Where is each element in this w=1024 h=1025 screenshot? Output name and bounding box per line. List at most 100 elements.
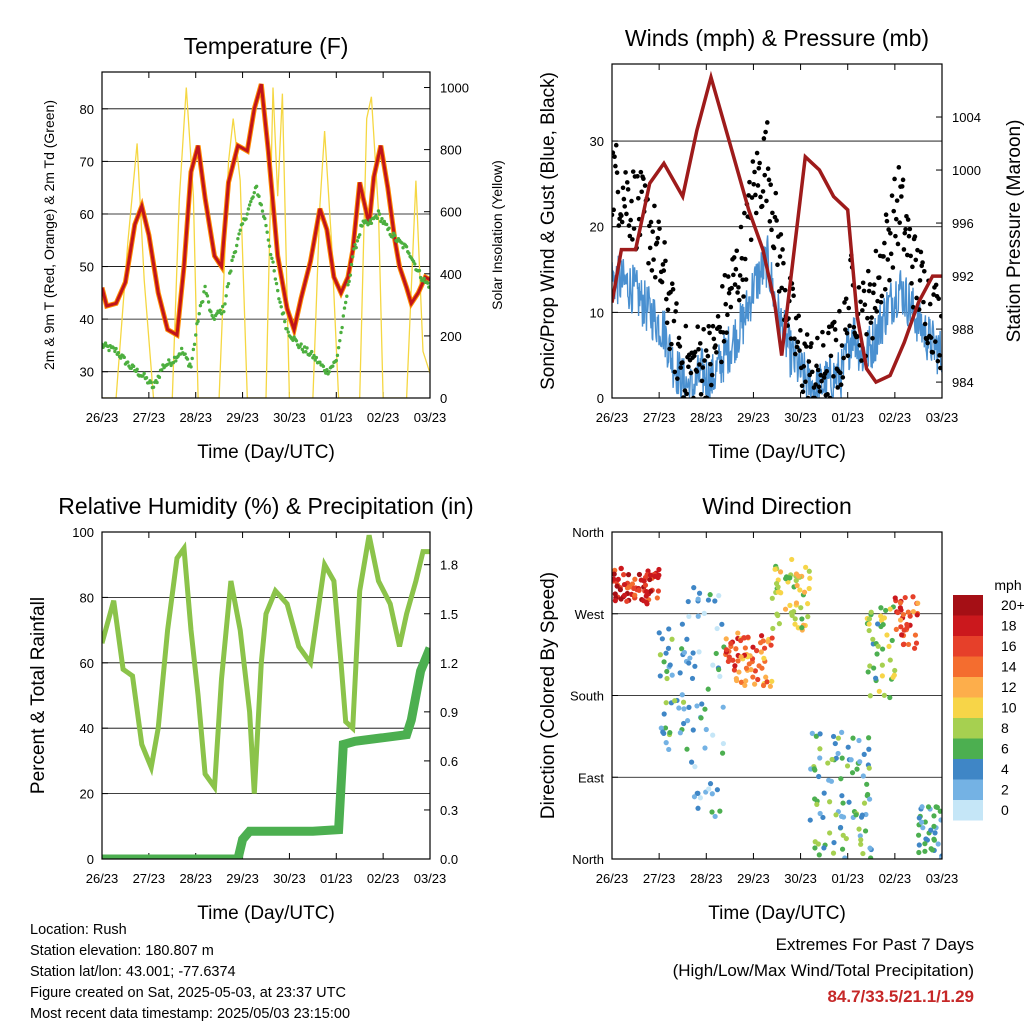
- gust-point: [874, 309, 880, 314]
- gust-point: [624, 211, 629, 217]
- dewpoint-point: [355, 239, 360, 243]
- gust-point: [697, 341, 703, 346]
- x-tick-label: 26/23: [86, 410, 119, 425]
- dewpoint-point: [353, 242, 357, 247]
- gust-point: [843, 327, 848, 332]
- direction-point: [789, 556, 795, 563]
- y-tick-label: East: [578, 770, 604, 785]
- gust-point: [835, 385, 841, 390]
- series-rain: [102, 646, 430, 859]
- gust-point: [675, 376, 680, 381]
- direction-point: [788, 610, 794, 616]
- direction-point: [761, 655, 767, 661]
- x-tick-label: 26/23: [596, 871, 629, 886]
- direction-point: [758, 633, 765, 639]
- direction-point: [805, 614, 811, 620]
- gust-point: [869, 315, 874, 320]
- direction-point: [866, 616, 873, 622]
- direction-point: [720, 704, 726, 710]
- gust-point: [813, 382, 818, 387]
- direction-point: [612, 598, 618, 604]
- dewpoint-point: [299, 342, 303, 346]
- gust-point: [623, 170, 628, 175]
- extremes-box: Extremes For Past 7 Days (High/Low/Max W…: [673, 932, 974, 1010]
- direction-point: [769, 635, 775, 641]
- x-tick-label: 27/23: [643, 410, 676, 425]
- direction-point: [777, 569, 784, 575]
- dewpoint-point: [151, 385, 156, 389]
- direction-point: [933, 804, 939, 810]
- gust-point: [692, 349, 698, 355]
- dewpoint-point: [240, 222, 245, 226]
- direction-point: [799, 616, 805, 622]
- direction-point: [732, 663, 738, 669]
- x-tick-label: 27/23: [133, 410, 166, 425]
- gust-point: [753, 210, 759, 216]
- direction-point: [866, 735, 872, 741]
- gust-point: [845, 353, 851, 359]
- legend-label: 14: [1001, 659, 1017, 675]
- gust-point: [684, 391, 689, 397]
- direction-point: [876, 688, 882, 694]
- station-elevation: Station elevation: 180.807 m: [30, 943, 214, 959]
- dewpoint-point: [266, 238, 271, 242]
- direction-point: [827, 830, 833, 836]
- y-right-tick-label: 1.5: [440, 607, 458, 622]
- direction-point: [720, 740, 726, 747]
- gust-point: [928, 335, 934, 340]
- dewpoint-point: [347, 279, 351, 284]
- gust-point: [667, 346, 673, 352]
- gust-point: [664, 296, 669, 302]
- direction-point: [795, 573, 802, 579]
- dewpoint-point: [259, 203, 264, 207]
- direction-point: [821, 845, 827, 851]
- gust-point: [828, 353, 834, 359]
- direction-point: [656, 566, 662, 573]
- gust-point: [877, 275, 882, 280]
- direction-point: [717, 673, 723, 679]
- direction-point: [686, 660, 692, 666]
- gust-point: [800, 389, 806, 395]
- direction-point: [816, 773, 822, 780]
- direction-point: [902, 594, 908, 601]
- gust-point: [890, 265, 896, 270]
- dewpoint-point: [375, 216, 379, 221]
- direction-point: [679, 692, 685, 698]
- direction-point: [726, 654, 732, 660]
- y-tick-label: 20: [590, 220, 604, 235]
- gust-point: [900, 177, 906, 183]
- gust-point: [631, 226, 637, 231]
- direction-point: [738, 679, 745, 685]
- direction-point: [931, 836, 937, 842]
- gust-point: [865, 315, 870, 321]
- gust-point: [837, 308, 842, 314]
- gust-point: [832, 319, 837, 325]
- y-right-tick-label: 0: [440, 391, 447, 406]
- direction-point: [709, 791, 715, 797]
- dewpoint-point: [384, 222, 389, 227]
- direction-point: [775, 612, 781, 619]
- direction-point: [806, 585, 812, 592]
- x-tick-label: 30/23: [273, 871, 306, 886]
- direction-point: [856, 737, 862, 744]
- gust-point: [860, 280, 866, 286]
- gust-point: [678, 365, 684, 370]
- direction-point: [695, 596, 701, 602]
- gust-point: [825, 392, 830, 397]
- plot-area: [102, 534, 430, 859]
- gust-point: [888, 251, 894, 257]
- direction-point: [663, 650, 669, 656]
- gust-point: [931, 292, 936, 297]
- dewpoint-point: [196, 319, 200, 324]
- direction-point: [840, 832, 846, 838]
- direction-point: [910, 594, 916, 600]
- direction-point: [743, 678, 749, 684]
- dewpoint-point: [237, 232, 241, 236]
- direction-point: [803, 564, 809, 570]
- dewpoint-point: [422, 276, 426, 281]
- gust-point: [661, 268, 667, 273]
- dewpoint-point: [198, 303, 203, 308]
- direction-point: [830, 850, 837, 856]
- gust-point: [642, 183, 648, 188]
- gust-point: [809, 369, 815, 375]
